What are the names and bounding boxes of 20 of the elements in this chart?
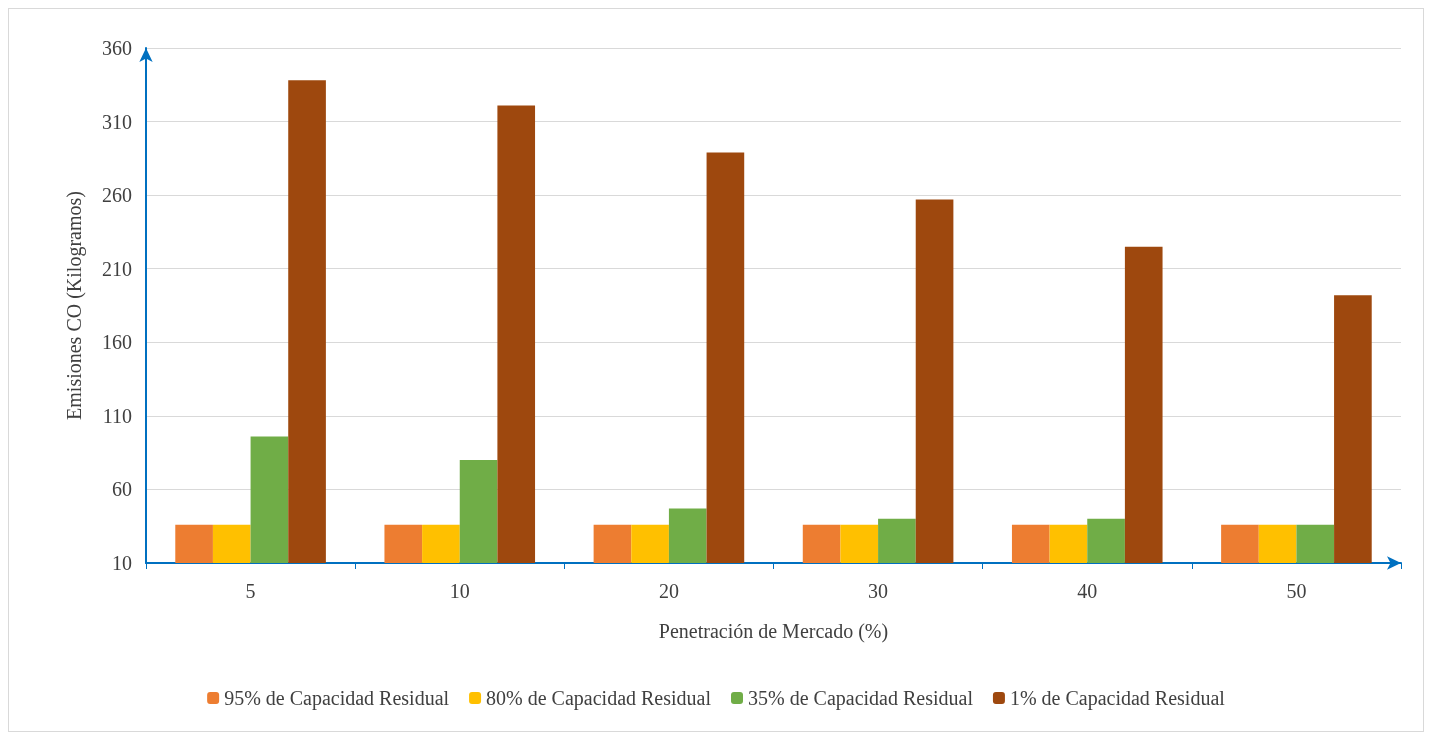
- legend-label: 80% de Capacidad Residual: [486, 687, 712, 710]
- x-tick-label: 30: [868, 580, 889, 602]
- x-tick-label: 50: [1286, 580, 1307, 602]
- legend-label: 95% de Capacidad Residual: [224, 687, 450, 710]
- y-tick-label: 10: [112, 552, 132, 574]
- y-tick-label: 210: [102, 257, 132, 280]
- y-tick-label: 60: [112, 478, 132, 501]
- y-tick-label: 310: [102, 110, 132, 133]
- y-tick-label: 360: [102, 37, 132, 59]
- x-tick-label: 10: [449, 580, 470, 602]
- x-tick-label: 5: [245, 580, 256, 602]
- legend-label: 1% de Capacidad Residual: [1009, 687, 1226, 710]
- y-tick-label: 160: [102, 331, 132, 354]
- y-tick-label: 260: [102, 184, 132, 207]
- y-tick-label: 110: [102, 404, 132, 427]
- legend-label: 35% de Capacidad Residual: [748, 687, 974, 710]
- x-tick-label: 20: [658, 580, 679, 602]
- x-axis-title: Penetración de Mercado (%): [658, 620, 889, 643]
- y-axis-title: Emisiones CO (Kilogramos): [63, 191, 86, 420]
- x-tick-label: 40: [1077, 580, 1098, 602]
